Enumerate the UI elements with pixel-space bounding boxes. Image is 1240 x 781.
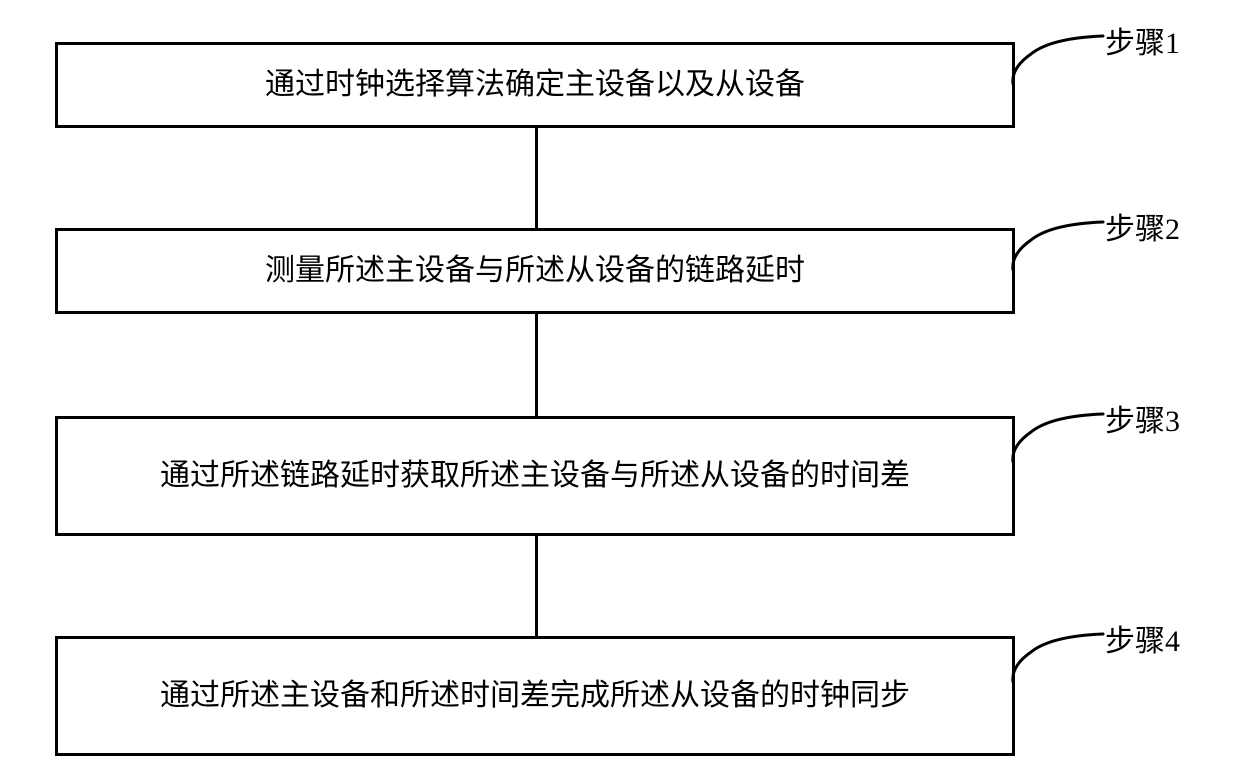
step-curve-1 xyxy=(1011,28,1111,88)
step-label-4: 步骤4 xyxy=(1105,616,1180,660)
connector-2 xyxy=(535,314,538,416)
connector-3 xyxy=(535,536,538,636)
step-text: 通过所述主设备和所述时间差完成所述从设备的时钟同步 xyxy=(160,675,910,717)
step-box-3: 通过所述链路延时获取所述主设备与所述从设备的时间差 xyxy=(55,416,1015,536)
step-text: 通过所述链路延时获取所述主设备与所述从设备的时间差 xyxy=(160,455,910,497)
step-box-2: 测量所述主设备与所述从设备的链路延时 xyxy=(55,228,1015,314)
step-curve-4 xyxy=(1011,626,1111,686)
step-label-2: 步骤2 xyxy=(1105,204,1180,248)
step-curve-3 xyxy=(1011,406,1111,466)
connector-1 xyxy=(535,128,538,228)
step-label-3: 步骤3 xyxy=(1105,396,1180,440)
step-curve-2 xyxy=(1011,214,1111,274)
step-text: 测量所述主设备与所述从设备的链路延时 xyxy=(265,250,805,292)
step-text: 通过时钟选择算法确定主设备以及从设备 xyxy=(265,64,805,106)
step-box-1: 通过时钟选择算法确定主设备以及从设备 xyxy=(55,42,1015,128)
flowchart-diagram: 通过时钟选择算法确定主设备以及从设备步骤1测量所述主设备与所述从设备的链路延时步… xyxy=(0,0,1240,781)
step-box-4: 通过所述主设备和所述时间差完成所述从设备的时钟同步 xyxy=(55,636,1015,756)
step-label-1: 步骤1 xyxy=(1105,18,1180,62)
